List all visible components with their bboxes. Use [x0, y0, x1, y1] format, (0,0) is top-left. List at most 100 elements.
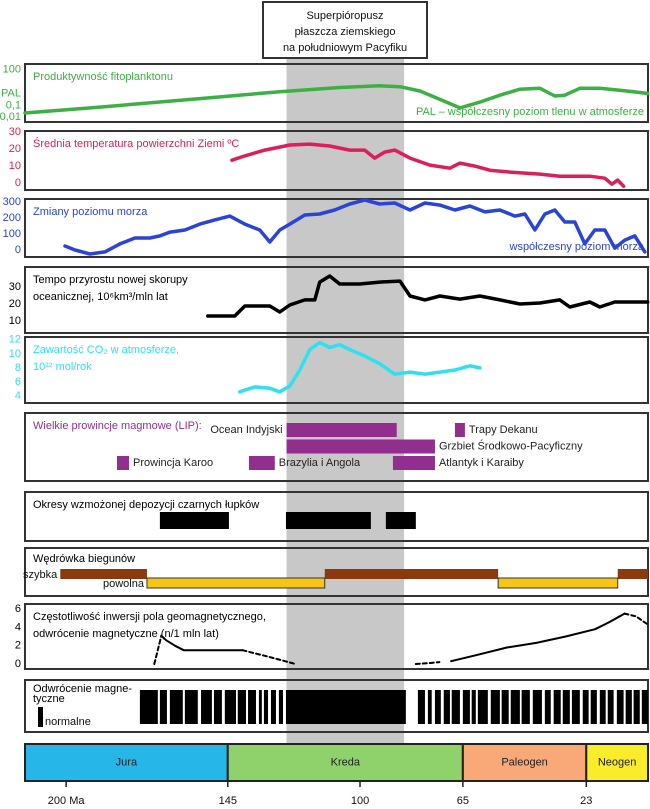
polarity-bar	[490, 690, 500, 724]
panel-title: 10¹² mol/rok	[33, 361, 92, 373]
interval-bar	[116, 456, 130, 470]
polarity-bar	[582, 690, 589, 724]
polarity-bar	[641, 690, 648, 724]
interval-bar	[248, 456, 275, 470]
panel-title: Wielkie prowincje magmowe (LIP):	[33, 420, 202, 432]
polarity-bar	[184, 690, 198, 724]
y-tick-label: 2	[15, 640, 21, 652]
panel-frame	[24, 603, 649, 670]
y-tick-label: 20	[9, 298, 21, 310]
polarity-bar	[270, 690, 276, 724]
data-line	[160, 612, 626, 663]
polarity-bar	[510, 690, 520, 724]
polarity-bar	[213, 690, 222, 724]
polarity-bar	[590, 690, 597, 724]
y-tick-label: 300	[3, 196, 21, 208]
polarity-bar	[224, 690, 236, 724]
polarity-bar	[599, 690, 606, 724]
interval-label: Prowincja Karoo	[133, 457, 213, 469]
superplume-label: płaszcza ziemskiego	[295, 26, 396, 38]
polarity-bar	[462, 690, 470, 724]
period-label: Kreda	[331, 756, 361, 768]
superplume-label: na południowym Pacyfiku	[283, 42, 407, 54]
polarity-bar	[633, 690, 640, 724]
data-line	[153, 612, 649, 665]
panel-title: odwrócenie magnetyczne (n/1 mln lat)	[33, 628, 219, 640]
interval-bar	[286, 423, 397, 437]
panel-title: Zawartość CO₂ w atmosferze,	[33, 344, 179, 356]
x-tick-label: 65	[457, 795, 469, 807]
y-tick-label: 12	[9, 334, 21, 346]
lane-label: szybka	[23, 569, 58, 581]
panel-frame	[24, 491, 649, 542]
superplume-band	[286, 58, 405, 744]
panel-title: Okresy wzmożonej depozycji czarnych łupk…	[33, 499, 259, 511]
y-tick-label: 0	[15, 244, 21, 256]
y-tick-label: 4	[15, 621, 21, 633]
x-tick-label: 200 Ma	[48, 795, 86, 807]
polarity-bar	[443, 690, 450, 724]
data-line	[206, 274, 650, 318]
panel-note: współczesny poziom morza	[509, 241, 645, 253]
panel-title: Wędrówka biegunów	[33, 553, 135, 565]
interval-bar	[454, 423, 465, 437]
x-tick-label: 23	[580, 795, 592, 807]
period-bar	[585, 743, 649, 782]
y-tick-label: 0,01	[0, 111, 21, 123]
interval-bar	[392, 456, 435, 470]
legend-swatch	[38, 707, 43, 727]
data-line	[23, 84, 650, 115]
panel-title: Tempo przyrostu nowej skorupy	[33, 274, 188, 286]
polarity-bar	[477, 690, 488, 724]
polarity-bar	[501, 690, 509, 724]
polarity-bar	[258, 690, 262, 724]
y-tick-label: 0,1	[6, 99, 21, 111]
polarity-bar	[625, 690, 632, 724]
period-label: Jura	[116, 756, 138, 768]
panel-frame	[24, 130, 649, 191]
y-tick-label: 200	[3, 212, 21, 224]
data-line	[238, 340, 482, 394]
lane-bar	[146, 577, 326, 589]
polarity-bar	[237, 690, 246, 724]
interval-label: Ocean Indyjski	[210, 424, 282, 436]
panel-title: Częstotliwość inwersji pola geomagnetycz…	[33, 611, 266, 623]
x-tick-label: 145	[219, 795, 237, 807]
data-line	[230, 142, 626, 188]
panel-frame	[24, 198, 649, 258]
panel-title: Produktywność fitoplanktonu	[33, 71, 173, 83]
y-tick-label: 8	[15, 362, 21, 374]
y-tick-label: 6	[15, 376, 21, 388]
interval-label: Atlantyk i Karaiby	[439, 457, 524, 469]
period-bar	[461, 743, 588, 782]
polarity-bar	[607, 690, 614, 724]
y-tick-label: 10	[9, 348, 21, 360]
polarity-bar	[248, 690, 256, 724]
y-tick-label: 100	[3, 64, 21, 76]
polarity-bar	[285, 690, 406, 724]
lane-bar	[617, 569, 648, 579]
polarity-bar	[201, 690, 212, 724]
polarity-bar	[451, 690, 460, 724]
lane-bar	[60, 569, 147, 579]
panel-title: oceanicznej, 10⁶km³/mln lat	[33, 291, 168, 303]
panel-frame	[24, 412, 649, 482]
polarity-bar	[263, 690, 269, 724]
polarity-bar	[427, 690, 432, 724]
y-tick-label: 0	[15, 658, 21, 670]
panel-frame	[24, 336, 649, 404]
y-tick-label: 6	[15, 603, 21, 615]
panel-title: tyczne	[33, 693, 65, 705]
y-tick-label: 30	[9, 126, 21, 138]
polarity-bar	[562, 690, 570, 724]
polarity-bar	[434, 690, 441, 724]
period-label: Paleogen	[501, 756, 548, 768]
y-tick-label: 30	[9, 281, 21, 293]
polarity-bar	[521, 690, 530, 724]
polarity-bar	[139, 690, 158, 724]
y-tick-label: PAL	[1, 87, 21, 99]
interval-bar	[159, 512, 229, 529]
interval-label: Brazylia i Angola	[279, 457, 361, 469]
